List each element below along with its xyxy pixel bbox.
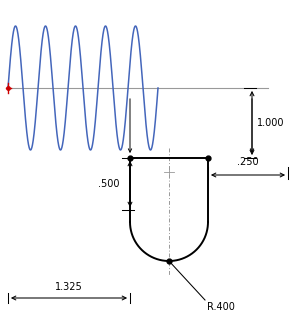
Text: .250: .250 <box>237 157 259 167</box>
Text: 1.325: 1.325 <box>55 282 83 292</box>
Text: 1.000: 1.000 <box>257 118 285 128</box>
Text: R.400: R.400 <box>207 302 235 312</box>
Text: .500: .500 <box>98 179 120 189</box>
